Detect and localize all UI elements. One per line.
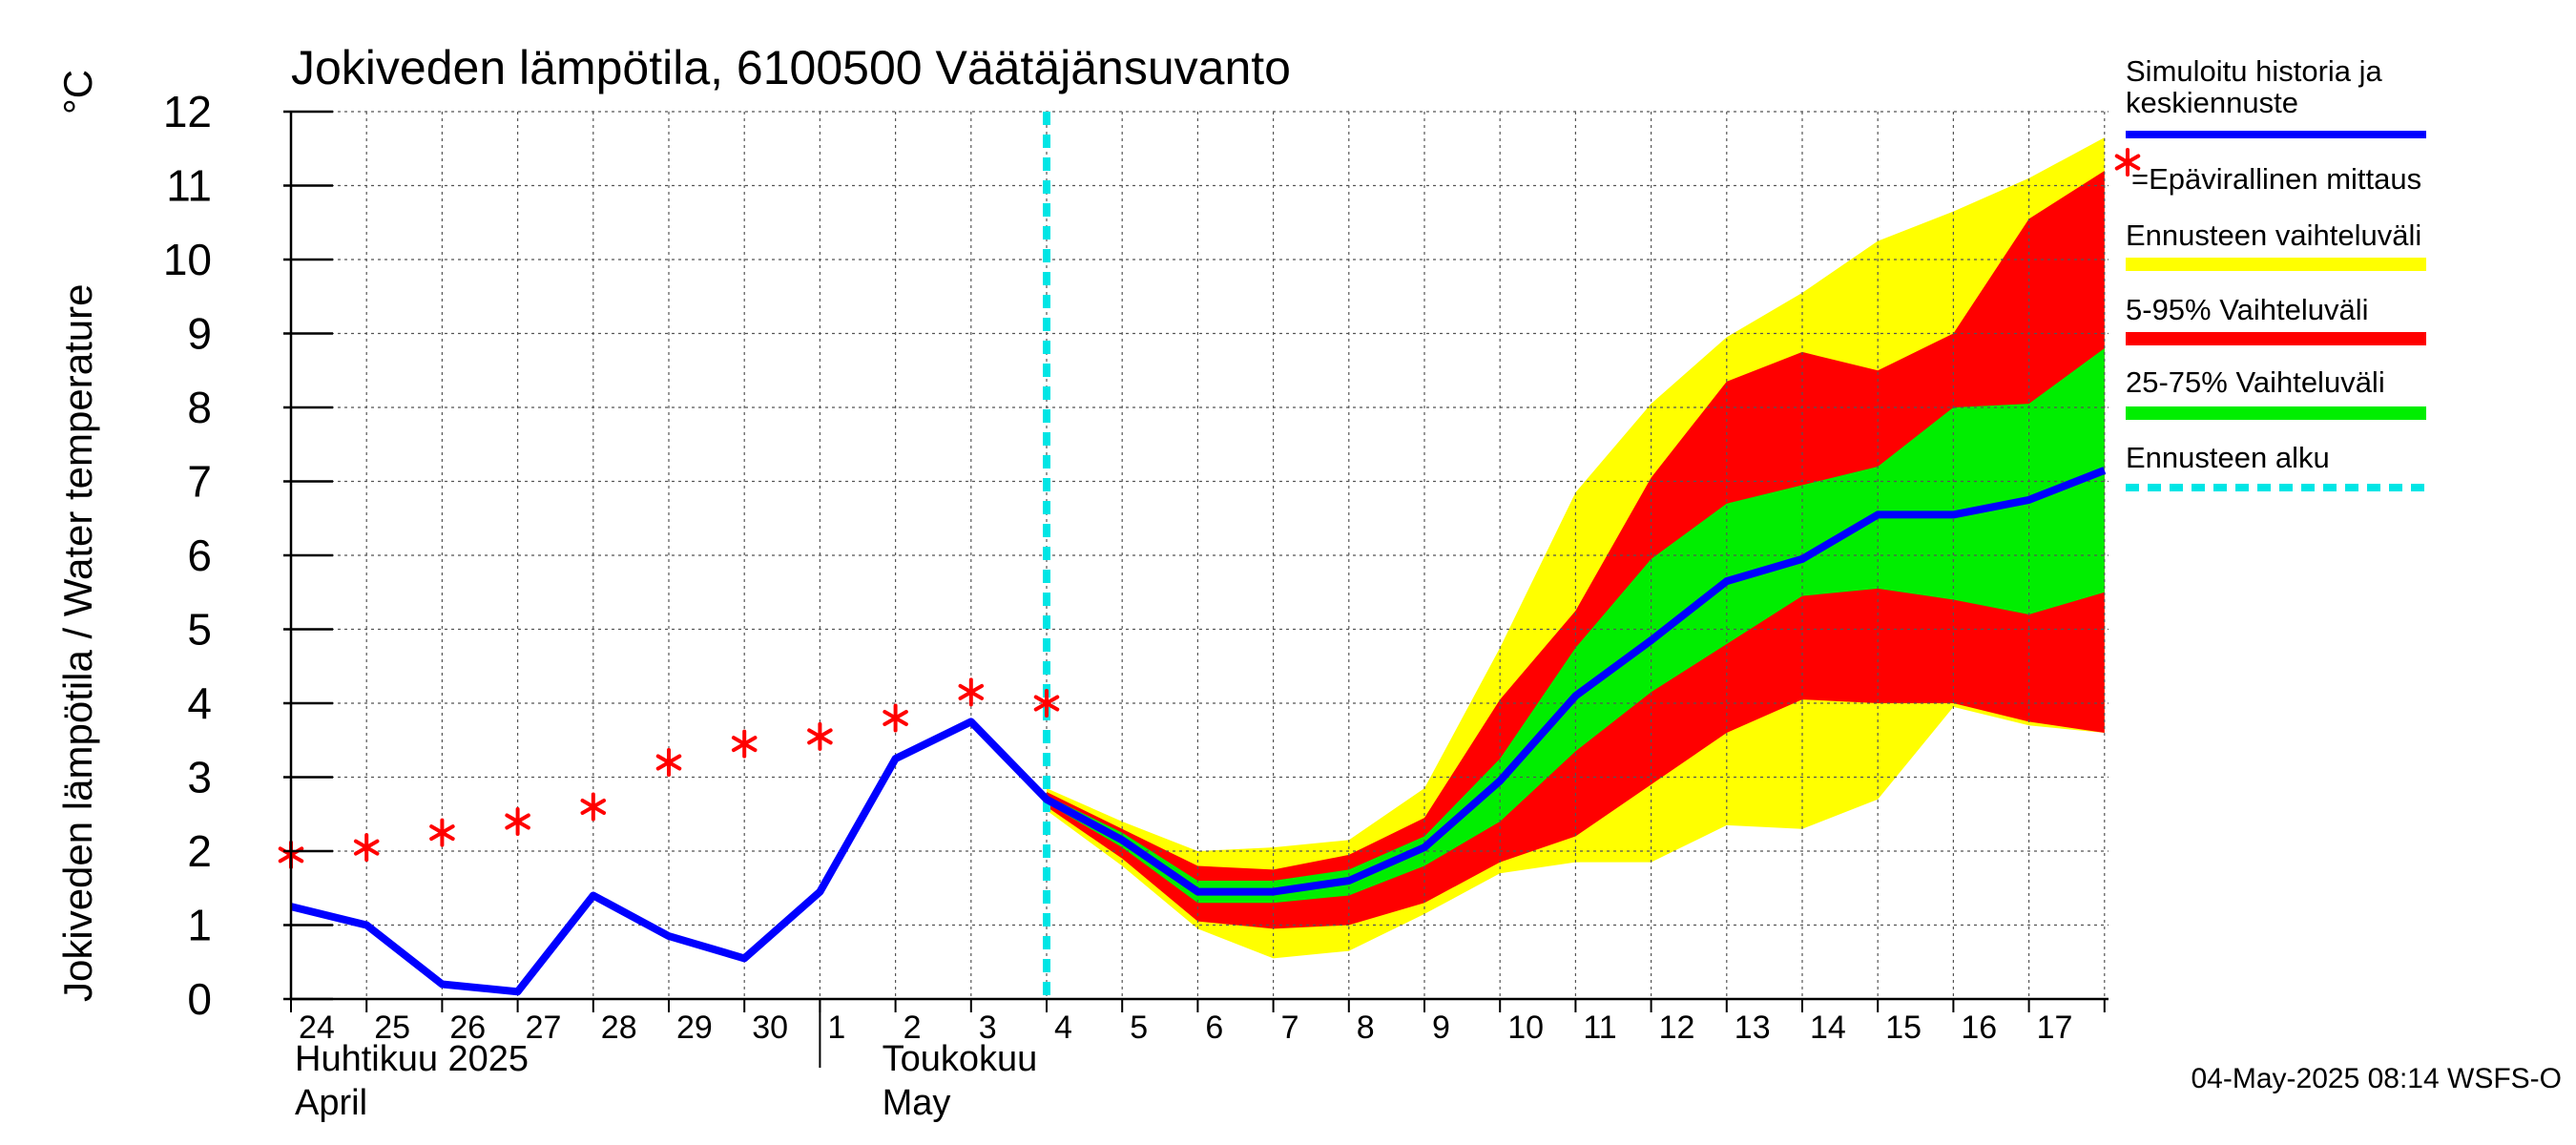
x-tick-label: 24: [299, 1010, 335, 1046]
y-tick-label: 4: [187, 678, 212, 728]
x-tick-label: 10: [1507, 1010, 1544, 1046]
legend-label: 5-95% Vaihteluväli: [2126, 293, 2368, 326]
legend-item-5: 25-75% Vaihteluväli: [2126, 365, 2426, 420]
legend-item-4: 5-95% Vaihteluväli: [2126, 293, 2426, 345]
x-tick-label: 17: [2037, 1010, 2073, 1046]
series-layer: [278, 467, 2107, 996]
x-tick-label: 29: [676, 1010, 713, 1046]
simulated-series-line: [290, 467, 2107, 996]
y-tick-label: 6: [187, 531, 212, 580]
x-tick-label: 14: [1810, 1010, 1846, 1046]
x-tick-labels: 24 25 26 27 28 29 30 1 2 3 4 5 6 7 8 9 10 11 12 13 14 15 16 17: [299, 1010, 2072, 1046]
x-tick-label: 6: [1205, 1010, 1223, 1046]
legend-band-swatch: [2126, 406, 2426, 420]
measurement-point: [958, 677, 985, 707]
footer-timestamp: 04-May-2025 08:14 WSFS-O: [2192, 1063, 2563, 1094]
x-tick-label: 30: [752, 1010, 788, 1046]
legend-label: keskiennuste: [2126, 86, 2298, 119]
y-tick-label: 7: [187, 457, 212, 507]
y-tick-label: 10: [163, 235, 212, 284]
legend-item-6: Ennusteen alku: [2126, 441, 2426, 491]
y-tick-label: 9: [187, 309, 212, 359]
measurement-point: [505, 807, 530, 836]
measurement-point: [731, 729, 758, 759]
x-tick-label: 16: [1961, 1010, 1997, 1046]
legend-item-2: =Epävirallinen mittaus: [2114, 148, 2421, 196]
y-tick-label: 2: [187, 826, 212, 876]
legend-band-swatch: [2126, 258, 2426, 271]
y-tick-label: 0: [187, 974, 212, 1024]
x-tick-label: 8: [1357, 1010, 1375, 1046]
grid-lines: [291, 111, 2109, 999]
x-tick-label: 15: [1885, 1010, 1922, 1046]
x-tick-label: 11: [1583, 1010, 1616, 1046]
legend-band-swatch: [2126, 332, 2426, 345]
legend-star-icon: [2114, 148, 2141, 177]
x-tick-label: 28: [601, 1010, 637, 1046]
x-tick-label: 1: [827, 1010, 845, 1046]
y-axis-label: Jokiveden lämpötila / Water temperature: [55, 284, 100, 1002]
x-tick-label: 12: [1659, 1010, 1695, 1046]
legend-label: Ennusteen alku: [2126, 441, 2330, 474]
x-tick-label: 4: [1054, 1010, 1072, 1046]
legend-label: =Epävirallinen mittaus: [2131, 162, 2421, 196]
measurement-point: [1033, 689, 1060, 718]
x-tick-label: 25: [374, 1010, 410, 1046]
y-tick-label: 1: [187, 901, 212, 950]
month-label-en: April: [295, 1083, 367, 1123]
month-label-fi: Toukokuu: [883, 1039, 1038, 1079]
measurement-point: [353, 833, 380, 863]
x-tick-label: 5: [1130, 1010, 1148, 1046]
x-tick-label: 13: [1735, 1010, 1771, 1046]
legend-label: Ennusteen vaihteluväli: [2126, 219, 2421, 252]
legend-item-3: Ennusteen vaihteluväli: [2126, 219, 2426, 271]
x-tick-label: 2: [904, 1010, 922, 1046]
x-tick-label: 26: [449, 1010, 486, 1046]
axes: [283, 110, 2109, 1068]
band-3: [1047, 348, 2105, 904]
legend-label: 25-75% Vaihteluväli: [2126, 365, 2385, 399]
x-tick-label: 27: [526, 1010, 562, 1046]
measurement-point: [807, 721, 833, 751]
measurement-point: [655, 748, 682, 777]
legend-label: Simuloitu historia ja: [2126, 54, 2383, 88]
y-axis-unit: °C: [55, 70, 100, 114]
chart-title: Jokiveden lämpötila, 6100500 Väätäjänsuv…: [291, 41, 1291, 94]
y-tick-label: 5: [187, 605, 212, 655]
y-tick-label: 12: [163, 87, 212, 136]
measurement-point: [429, 818, 455, 847]
month-label-fi: Huhtikuu 2025: [295, 1039, 529, 1079]
y-tick-label: 11: [166, 161, 212, 211]
x-tick-label: 9: [1432, 1010, 1450, 1046]
x-tick-label: 7: [1281, 1010, 1299, 1046]
y-tick-label: 3: [187, 753, 212, 802]
y-tick-label: 8: [187, 383, 212, 432]
measurement-point: [580, 792, 607, 822]
measurement-point: [883, 703, 908, 733]
month-label-en: May: [883, 1083, 951, 1123]
x-tick-label: 3: [979, 1010, 997, 1046]
